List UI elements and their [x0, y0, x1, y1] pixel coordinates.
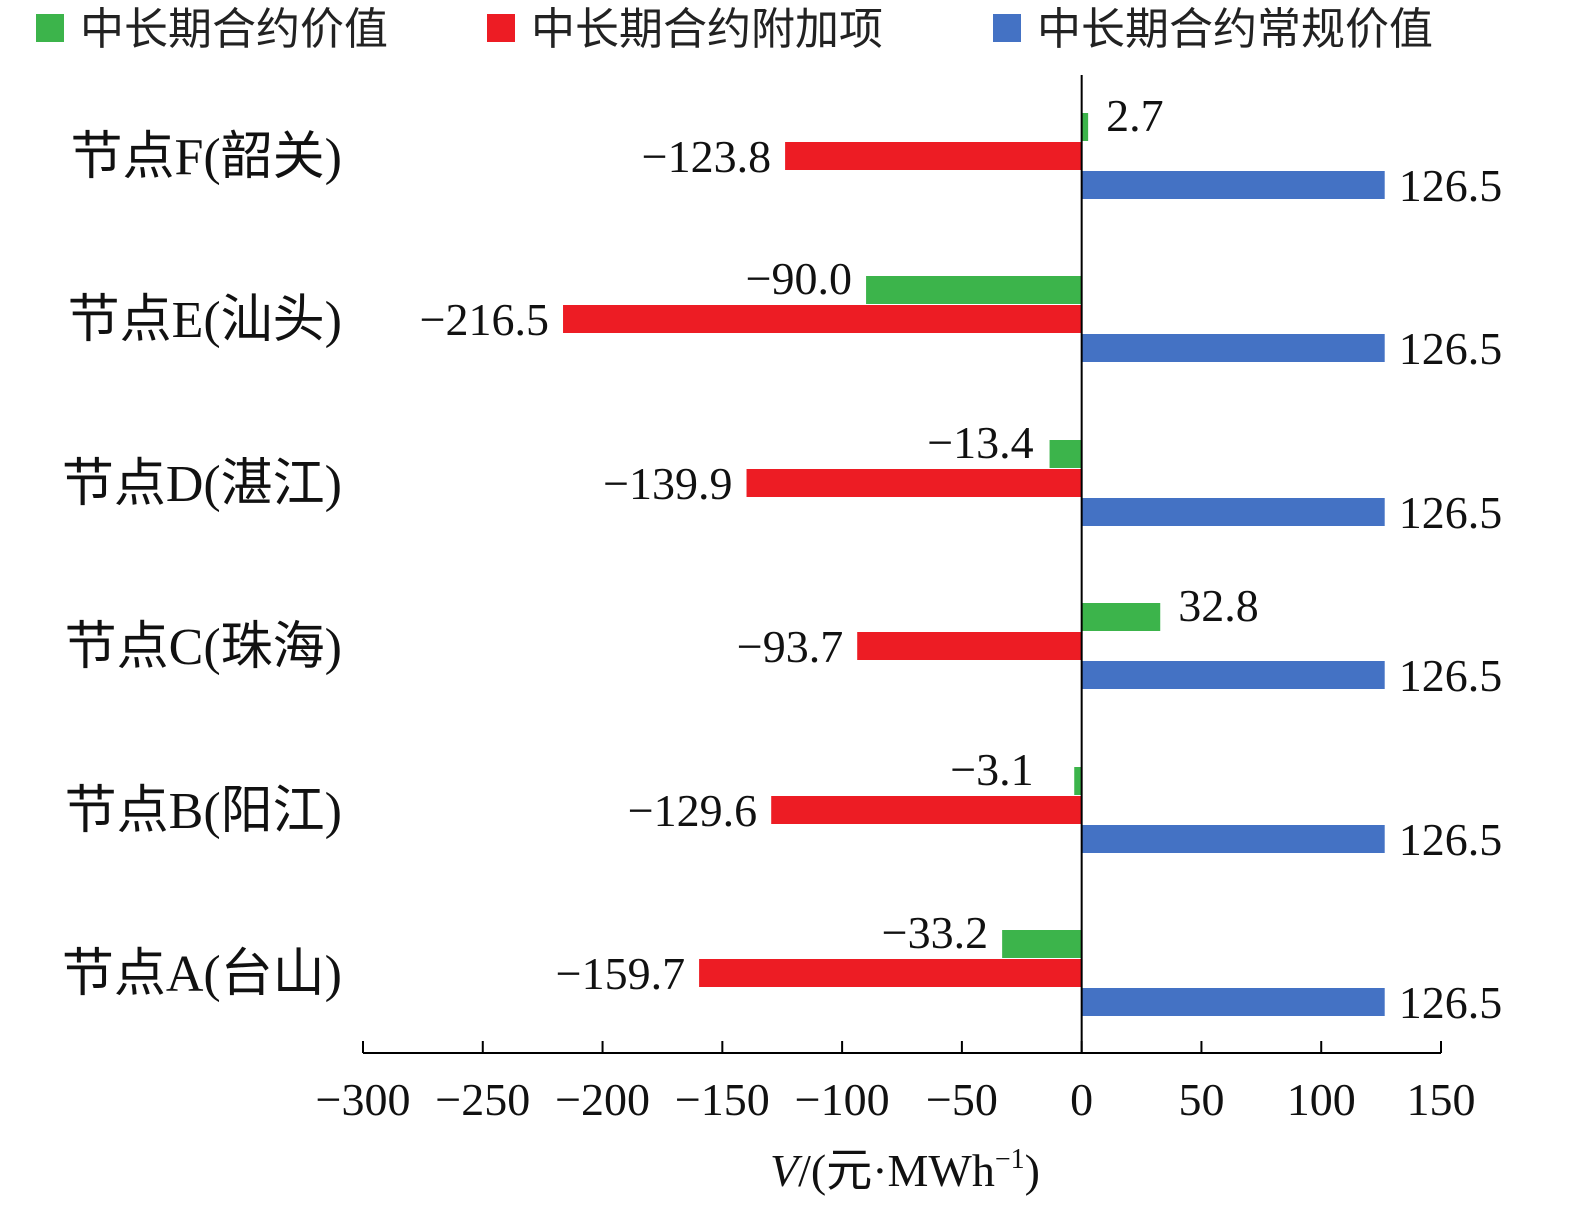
- bar: [1081, 988, 1385, 1016]
- data-label: −13.4: [927, 417, 1033, 468]
- bar: [1081, 334, 1385, 362]
- x-axis-title: V/(元·MWh−1): [770, 1144, 1040, 1196]
- legend-swatch: [487, 14, 515, 42]
- x-axis-close: ): [1025, 1145, 1040, 1196]
- legend-label: 中长期合约价值: [80, 4, 388, 55]
- legend: 中长期合约价值 中长期合约附加项 中长期合约常规价值: [36, 4, 1433, 55]
- data-label: 2.7: [1106, 90, 1164, 141]
- bar: [866, 276, 1082, 304]
- bar: [746, 469, 1082, 497]
- data-label: −216.5: [420, 294, 549, 345]
- bars: [563, 113, 1385, 1016]
- x-tick-label: −50: [926, 1074, 998, 1125]
- category-label: 节点C(珠海): [65, 619, 342, 676]
- category-label: 节点F(韶关): [70, 129, 342, 186]
- x-tick-label: −150: [675, 1074, 770, 1125]
- legend-label: 中长期合约常规价值: [1037, 4, 1433, 55]
- x-tick-label: −100: [795, 1074, 890, 1125]
- x-tick-label: 0: [1070, 1074, 1093, 1125]
- x-tick-label: 100: [1287, 1074, 1356, 1125]
- data-labels: −33.2 −3.1 32.8 −13.4 −90.0 2.7 −159.7 −129.6 −9…: [420, 90, 1503, 1028]
- bar: [857, 632, 1082, 660]
- bar: [771, 796, 1082, 824]
- bar: [1081, 113, 1089, 141]
- x-tick-label: −200: [555, 1074, 650, 1125]
- bar: [1049, 440, 1082, 468]
- x-tick-label: −250: [435, 1074, 530, 1125]
- data-label: −33.2: [882, 907, 988, 958]
- data-label: −93.7: [737, 621, 843, 672]
- x-axis-unit: /(元·MWh: [798, 1145, 995, 1196]
- category-labels: 节点A(台山) 节点B(阳江) 节点C(珠海) 节点D(湛江) 节点E(汕头) 节点F(韶…: [62, 129, 342, 1003]
- data-label: −123.8: [642, 131, 771, 182]
- data-label: −139.9: [603, 458, 732, 509]
- data-label: 126.5: [1399, 323, 1503, 374]
- data-label: −90.0: [746, 253, 852, 304]
- data-label: −3.1: [950, 744, 1033, 795]
- category-label: 节点A(台山): [62, 946, 342, 1003]
- data-label: 126.5: [1399, 977, 1503, 1028]
- x-axis-unit-sup: −1: [995, 1144, 1025, 1175]
- x-axis-var: V: [770, 1145, 803, 1196]
- data-label: 126.5: [1399, 160, 1503, 211]
- legend-swatch: [36, 14, 64, 42]
- bar: [1081, 498, 1385, 526]
- bar: [563, 305, 1082, 333]
- category-label: 节点B(阳江): [65, 783, 342, 840]
- legend-swatch: [993, 14, 1021, 42]
- data-label: 126.5: [1399, 814, 1503, 865]
- x-tick-label: 150: [1407, 1074, 1476, 1125]
- data-label: −159.7: [556, 948, 685, 999]
- x-tick-label: −300: [316, 1074, 411, 1125]
- bar: [1081, 171, 1385, 199]
- bar: [1081, 825, 1385, 853]
- bar: [785, 142, 1082, 170]
- bar: [1074, 767, 1082, 795]
- legend-label: 中长期合约附加项: [531, 4, 883, 55]
- category-label: 节点E(汕头): [68, 292, 342, 349]
- category-label: 节点D(湛江): [62, 456, 342, 513]
- bar: [1002, 930, 1082, 958]
- axes: −300 −250 −200 −150 −100 −50 0 50 100 150: [316, 75, 1476, 1125]
- x-tick-label: 50: [1178, 1074, 1224, 1125]
- bar: [1081, 603, 1161, 631]
- data-label: 126.5: [1399, 487, 1503, 538]
- data-label: 126.5: [1399, 650, 1503, 701]
- bar: [1081, 661, 1385, 689]
- data-label: 32.8: [1178, 580, 1259, 631]
- data-label: −129.6: [628, 785, 757, 836]
- bar: [699, 959, 1082, 987]
